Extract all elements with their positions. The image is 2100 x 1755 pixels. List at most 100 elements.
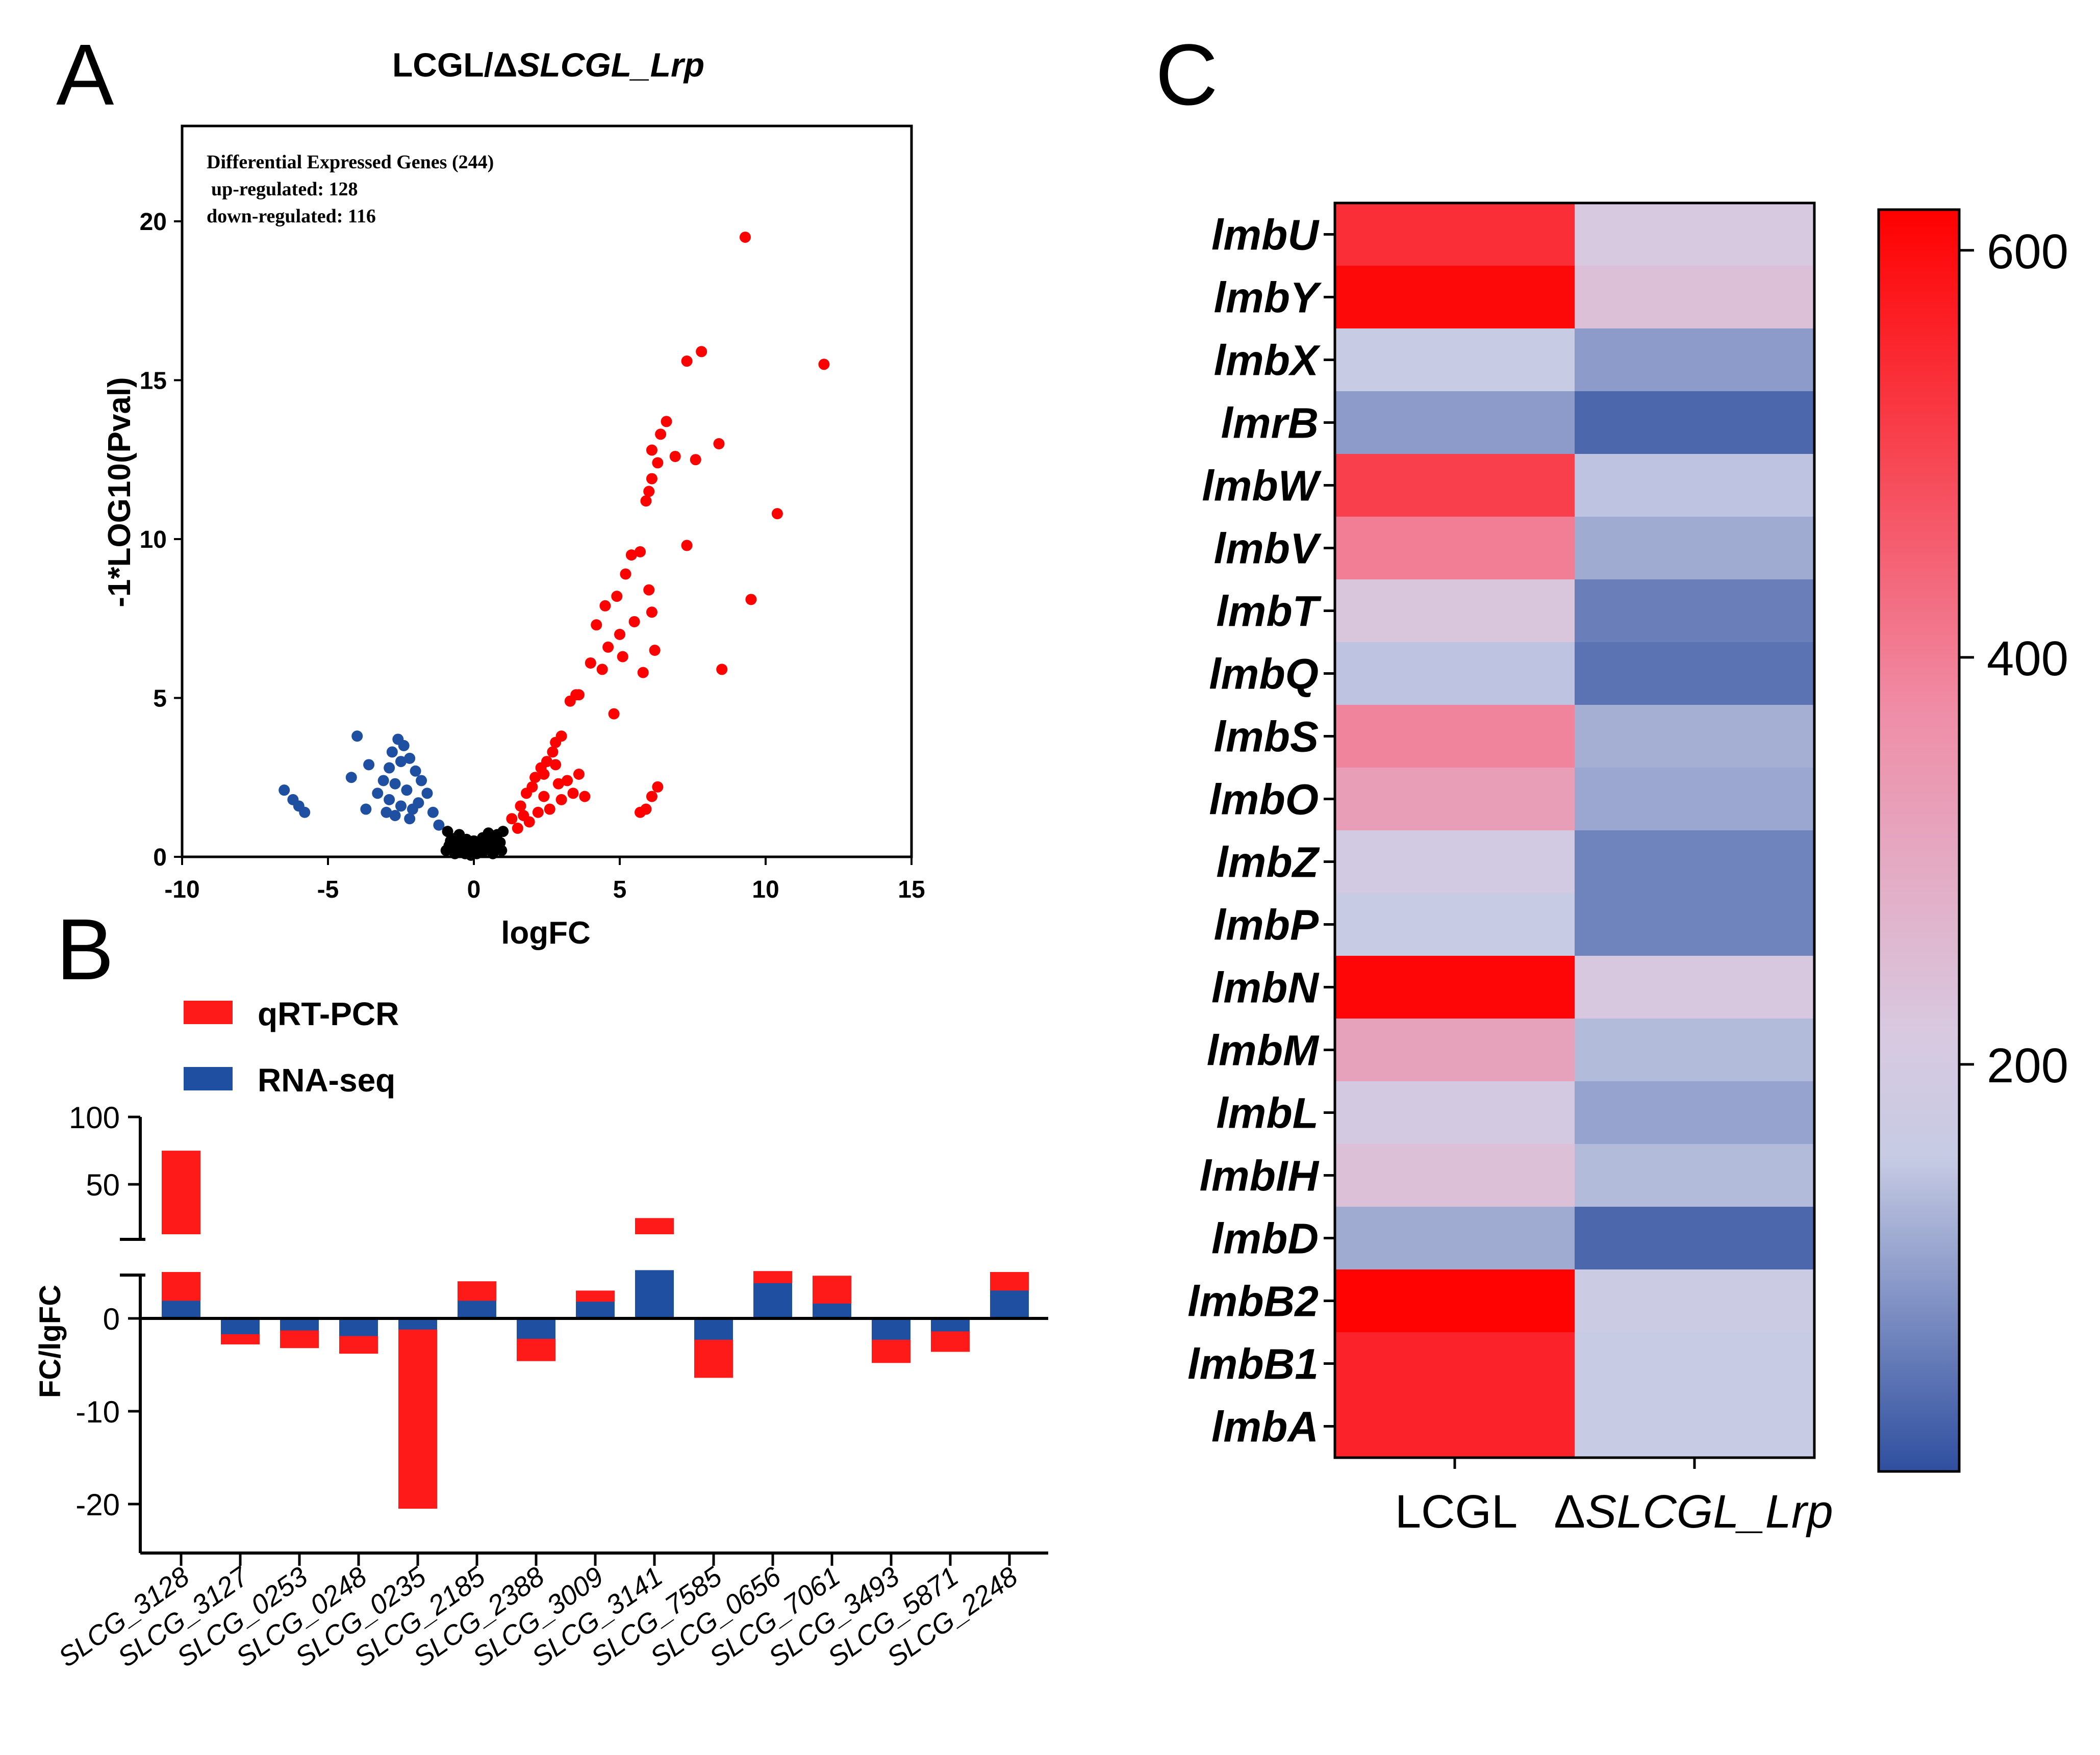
y-tick-label: 0 bbox=[153, 844, 167, 871]
heatmap-row-label: lmbZ bbox=[1216, 838, 1320, 886]
heatmap-cell bbox=[1575, 579, 1815, 643]
volcano-point bbox=[493, 840, 504, 852]
heatmap-cell bbox=[1575, 203, 1815, 266]
volcano-point bbox=[497, 826, 509, 837]
y-tick-label: -10 bbox=[75, 1395, 120, 1429]
bar-rna-seq bbox=[221, 1318, 260, 1334]
y-tick-label: 15 bbox=[140, 367, 167, 394]
panel-label-a: A bbox=[56, 27, 114, 123]
bar-qrt-pcr bbox=[162, 1151, 200, 1234]
volcano-point bbox=[413, 797, 424, 809]
volcano-point bbox=[345, 772, 357, 783]
heatmap-cell bbox=[1575, 768, 1815, 831]
bar-rna-seq bbox=[635, 1270, 674, 1318]
heatmap-cell bbox=[1575, 956, 1815, 1019]
bar-rna-seq bbox=[398, 1318, 437, 1330]
heatmap-cell bbox=[1575, 642, 1815, 705]
volcano-point bbox=[771, 508, 783, 520]
heatmap-cell bbox=[1335, 1081, 1575, 1144]
volcano-point bbox=[401, 784, 413, 796]
heatmap-cell bbox=[1335, 830, 1575, 894]
heatmap-row-label: lmbA bbox=[1211, 1403, 1319, 1451]
heatmap-frame bbox=[1333, 201, 1816, 1459]
heatmap-cell bbox=[1335, 1269, 1575, 1333]
volcano-point bbox=[635, 546, 646, 557]
colorbar-tick-label: 200 bbox=[1987, 1038, 2068, 1093]
heatmap-cell bbox=[1335, 893, 1575, 956]
heatmap-cell bbox=[1335, 203, 1575, 266]
volcano-point bbox=[443, 840, 455, 852]
volcano-point bbox=[567, 787, 579, 799]
legend-swatch-rna-seq bbox=[184, 1067, 233, 1090]
volcano-point bbox=[442, 826, 453, 837]
volcano-point bbox=[532, 806, 544, 818]
heatmap-cell bbox=[1575, 1269, 1815, 1333]
volcano-point bbox=[363, 759, 375, 771]
heatmap-row-label: lmbS bbox=[1214, 713, 1319, 761]
heatmap-cell bbox=[1575, 1019, 1815, 1082]
panel-label-c: C bbox=[1155, 27, 1218, 123]
heatmap-cell bbox=[1335, 328, 1575, 392]
volcano-point bbox=[646, 473, 657, 485]
heatmap-row-label: lmbV bbox=[1214, 525, 1322, 573]
panel-a-plot-frame bbox=[181, 124, 913, 858]
bar-rna-seq bbox=[872, 1318, 910, 1340]
volcano-point bbox=[739, 232, 751, 243]
volcano-point bbox=[449, 848, 461, 859]
heatmap-cell bbox=[1335, 1207, 1575, 1270]
volcano-point bbox=[652, 457, 664, 469]
volcano-point bbox=[745, 594, 757, 605]
volcano-point bbox=[529, 772, 541, 783]
bar-rna-seq bbox=[339, 1318, 378, 1336]
volcano-point bbox=[652, 781, 664, 793]
bar-rna-seq bbox=[990, 1290, 1029, 1318]
heatmap-cell bbox=[1575, 705, 1815, 768]
panel-a-volcano: LCGL/ΔSLCGL_Lrp -10 -5 0 5 10 15 0 5 10 15 20 Diff… bbox=[102, 46, 925, 951]
colorbar-tick-label: 600 bbox=[1987, 224, 2068, 279]
volcano-point bbox=[564, 695, 576, 707]
volcano-point bbox=[579, 791, 591, 802]
volcano-point bbox=[377, 775, 389, 786]
volcano-point bbox=[395, 756, 407, 768]
heatmap-cell bbox=[1575, 1207, 1815, 1270]
volcano-point bbox=[550, 736, 562, 748]
heatmap-row-label: lmbT bbox=[1216, 588, 1322, 635]
bar-rna-seq bbox=[517, 1318, 555, 1339]
volcano-point bbox=[643, 584, 655, 596]
volcano-point bbox=[404, 752, 416, 764]
volcano-point bbox=[384, 762, 395, 774]
volcano-point bbox=[512, 822, 523, 834]
y-tick-label: 50 bbox=[86, 1168, 120, 1202]
volcano-point bbox=[585, 657, 596, 669]
heatmap-cell bbox=[1575, 1395, 1815, 1458]
volcano-point bbox=[461, 833, 472, 845]
heatmap-column-label-mutant: ΔSLCGL_Lrp bbox=[1554, 1486, 1833, 1538]
legend-label-rna-seq: RNA-seq bbox=[258, 1062, 395, 1099]
y-tick-label: 20 bbox=[140, 209, 167, 236]
x-tick-label: 10 bbox=[752, 876, 779, 903]
bar-rna-seq bbox=[576, 1302, 615, 1318]
volcano-point bbox=[410, 765, 421, 777]
volcano-point bbox=[372, 787, 384, 799]
volcano-point bbox=[602, 641, 614, 653]
heatmap-cell bbox=[1575, 1081, 1815, 1144]
volcano-point bbox=[550, 759, 562, 771]
volcano-point bbox=[395, 800, 407, 812]
x-tick-label: 15 bbox=[898, 876, 925, 903]
volcano-point bbox=[640, 495, 652, 507]
volcano-point bbox=[477, 832, 489, 844]
volcano-point bbox=[506, 813, 518, 825]
heatmap-row-label: lmbW bbox=[1202, 462, 1322, 510]
heatmap-row-label: lmbIH bbox=[1200, 1152, 1320, 1200]
panel-a-annotation-down: down-regulated: 116 bbox=[207, 206, 376, 227]
volcano-point bbox=[643, 486, 655, 497]
heatmap-cell bbox=[1335, 1019, 1575, 1082]
panel-a-y-axis-label: -1*LOG10(Pval) bbox=[102, 377, 137, 607]
volcano-point bbox=[573, 689, 585, 701]
volcano-point bbox=[538, 791, 550, 802]
heatmap-cell bbox=[1575, 328, 1815, 392]
volcano-point bbox=[646, 791, 657, 802]
volcano-point bbox=[713, 438, 725, 450]
heatmap-cell bbox=[1335, 768, 1575, 831]
x-tick-label: 5 bbox=[613, 876, 627, 903]
